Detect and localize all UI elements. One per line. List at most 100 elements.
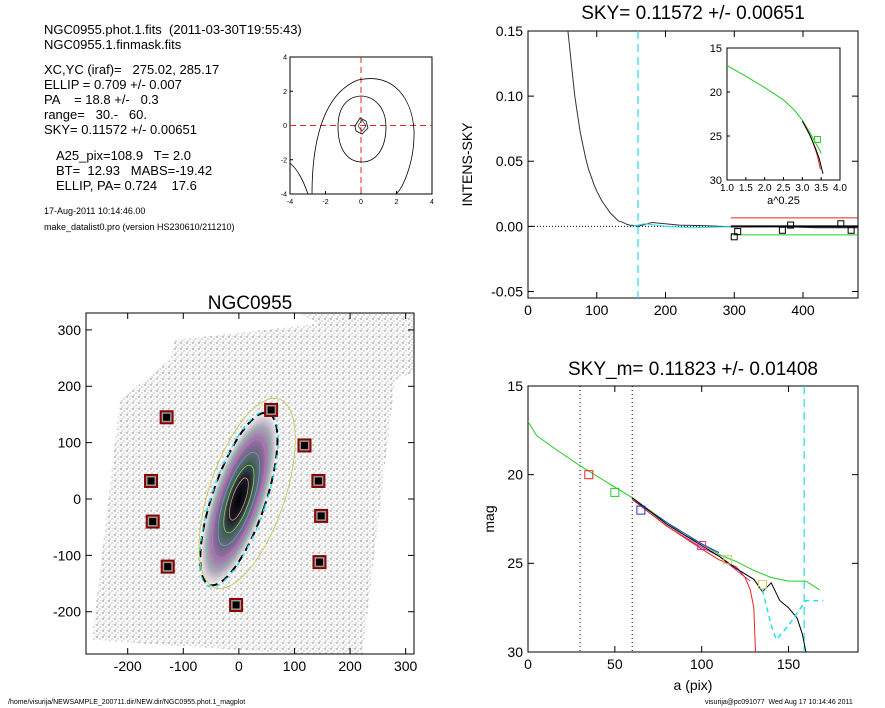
sky-data-square	[787, 221, 795, 229]
star-mask-core	[314, 477, 322, 485]
sky-plot-ylabel: INTENS-SKY	[459, 122, 475, 207]
mag-plot-ytick-label: 30	[507, 644, 523, 660]
header-mask-line: NGC0955.1.finmask.fits	[44, 37, 182, 52]
mag-data-square	[584, 470, 594, 480]
mag-plot-xtick-label: 150	[777, 656, 801, 672]
contour-level-outer	[311, 78, 415, 195]
contour-xtick-label: 4	[430, 199, 434, 206]
inset-xtick-label: 1.0	[720, 183, 734, 194]
contour-xtick-label: 0	[359, 199, 363, 206]
inset-xtick-label: 2.0	[758, 183, 772, 194]
mag-plot-title: SKY_m= 0.11823 +/- 0.01408	[568, 359, 818, 380]
image-plot-ytick-label: 0	[73, 491, 81, 507]
footer-path: /home/visurija/NEWSAMPLE_200711.dir/NEW.…	[8, 699, 246, 706]
image-plot-xtick-label: 100	[283, 658, 307, 674]
star-mask-core	[267, 406, 275, 414]
image-plot-xtick-label: 200	[338, 658, 362, 674]
header-range-line: range= 30.- 60.	[44, 107, 147, 122]
inset-xtick-label: 3.0	[795, 183, 809, 194]
mag-curves	[528, 421, 824, 652]
image-plot-xtick-label: -200	[114, 658, 142, 674]
sky-plot-frame	[527, 30, 859, 299]
header-ellip-pa-line: ELLIP, PA= 0.724 17.6	[56, 178, 197, 193]
contour-level-inner	[354, 117, 369, 135]
galaxy-body	[201, 414, 277, 584]
inset-ytick-label: 15	[710, 43, 722, 55]
sky-plot-ytick-label: 0.00	[496, 218, 523, 234]
mag-plot-ytick-label: 25	[507, 555, 523, 571]
image-plot-xtick-label: 0	[235, 658, 243, 674]
star-mask-core	[317, 512, 325, 520]
contour-ytick-label: -2	[281, 157, 287, 164]
inset-ytick-label: 20	[710, 87, 722, 99]
sky-plot-ytick-label: 0.05	[496, 153, 523, 169]
image-noise-strip	[300, 313, 414, 370]
header-a25-line: A25_pix=108.9 T= 2.0	[56, 148, 191, 163]
sky-plot-ytick-label: 0.15	[496, 23, 523, 39]
mag-data-square	[757, 580, 767, 590]
sky-profile-line	[567, 31, 639, 227]
mag-data-square	[697, 541, 707, 551]
header-date-line: 17-Aug-2011 10:14:46.00	[44, 206, 146, 216]
mag-plot-frame	[527, 385, 859, 653]
contour-xtick-label: -2	[322, 199, 328, 206]
sky-plot-ytick-label: 0.10	[496, 88, 523, 104]
star-mask-core	[164, 563, 172, 571]
contour-level-core	[357, 119, 367, 132]
image-plot-ytick-label: 300	[58, 322, 82, 338]
contour-ytick-label: 2	[283, 89, 287, 96]
sky-data-square	[734, 228, 742, 236]
header-file-line: NGC0955.phot.1.fits (2011-03-30T19:55:43…	[44, 22, 302, 37]
mag-plot-xtick-label: 0	[524, 656, 532, 672]
galaxy-isophote	[229, 477, 249, 521]
contour-xtick-label: 2	[395, 199, 399, 206]
sky-data-square	[837, 220, 845, 228]
mag-cyan-dashed-curve	[761, 589, 824, 642]
inset-xlabel: a^0.25	[767, 195, 800, 207]
galaxy-isophote	[206, 426, 272, 572]
sky-plot-title: SKY= 0.11572 +/- 0.00651	[581, 3, 805, 24]
star-mask-core	[300, 441, 308, 449]
image-plot-ytick-label: -200	[53, 604, 81, 620]
header-program-line: make_datalist0.pro (version HS230610/211…	[44, 222, 235, 232]
inset-frame	[726, 47, 841, 181]
image-plot-frame	[85, 312, 415, 655]
sky-plot-xtick-label: 100	[585, 302, 609, 318]
header-sky-line: SKY= 0.11572 +/- 0.00651	[44, 122, 197, 137]
sky-profile-tail-cyan	[631, 223, 742, 229]
sky-plot-xtick-label: 200	[654, 302, 678, 318]
header-pa-line: PA = 18.8 +/- 0.3	[44, 92, 159, 107]
contour-ytick-label: 4	[283, 55, 287, 62]
image-plot-xtick-label: 300	[394, 658, 418, 674]
sky-profile-tail	[637, 221, 858, 229]
sky-plot-xtick-label: 400	[791, 302, 815, 318]
inset-black-curve	[801, 120, 824, 174]
sky-data-square	[778, 226, 786, 234]
star-mask-core	[163, 413, 171, 421]
mag-red-curve	[631, 499, 756, 652]
contour-ytick-label: -4	[281, 192, 287, 199]
mag-plot-ytick-label: 20	[507, 467, 523, 483]
mag-plot-ylabel: mag	[481, 505, 497, 532]
inset-ytick-label: 30	[710, 175, 722, 187]
mag-black-curve	[631, 497, 807, 652]
galaxy-isophote	[217, 452, 261, 546]
inset-xtick-label: 4.0	[833, 183, 847, 194]
contour-level-middle	[337, 95, 387, 163]
sky-plot-ytick-label: -0.05	[491, 283, 523, 299]
mag-data-square	[723, 555, 733, 565]
image-plot-ytick-label: 200	[58, 378, 82, 394]
star-mask-core	[147, 477, 155, 485]
mag-data-square	[610, 487, 620, 497]
mag-plot-xtick-label: 100	[690, 656, 714, 672]
contour-xtick-label: -4	[287, 199, 293, 206]
inset-square	[813, 136, 821, 144]
contour-level-corner	[289, 162, 309, 195]
galaxy-isophote	[223, 464, 255, 534]
mag-green-curve	[528, 421, 821, 591]
image-plot-title: NGC0955	[208, 293, 293, 314]
image-plot-xtick-label: -100	[169, 658, 197, 674]
inset-xtick-label: 3.5	[814, 183, 828, 194]
footer-user-stamp: visurija@pc091077 Wed Aug 17 10:14:46 20…	[705, 699, 853, 706]
